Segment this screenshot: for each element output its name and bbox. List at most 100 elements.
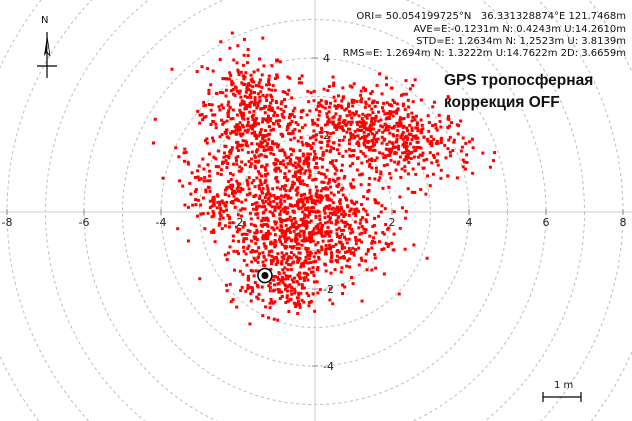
gps-point <box>312 260 316 264</box>
gps-point <box>253 133 257 137</box>
gps-point <box>217 105 221 109</box>
gps-point <box>314 210 318 214</box>
gps-point <box>351 100 355 104</box>
gps-point <box>405 126 409 130</box>
gps-point <box>225 200 229 204</box>
gps-point <box>265 163 269 167</box>
gps-point <box>349 231 353 235</box>
gps-point <box>257 81 261 85</box>
gps-point <box>414 134 418 138</box>
gps-point <box>368 125 372 129</box>
gps-point <box>328 287 332 291</box>
gps-point <box>294 304 298 308</box>
gps-point <box>259 142 263 146</box>
gps-point <box>291 180 295 184</box>
gps-point <box>278 212 282 216</box>
gps-point <box>227 156 231 160</box>
gps-point <box>208 152 212 156</box>
gps-point <box>340 219 344 223</box>
gps-point <box>267 253 271 257</box>
gps-point <box>379 124 383 128</box>
gps-point <box>231 239 235 243</box>
gps-point <box>284 301 288 305</box>
gps-point <box>325 115 329 119</box>
gps-point <box>312 232 316 236</box>
gps-point <box>243 107 247 111</box>
gps-point <box>349 136 353 140</box>
gps-point <box>415 145 419 149</box>
gps-point <box>465 153 469 157</box>
gps-point <box>343 108 347 112</box>
gps-point <box>393 160 397 164</box>
gps-point <box>306 89 310 93</box>
gps-point <box>350 186 354 190</box>
gps-point <box>402 145 406 149</box>
gps-point <box>355 200 359 204</box>
gps-point <box>259 230 263 234</box>
gps-point <box>241 225 245 229</box>
gps-point <box>309 299 313 303</box>
gps-point <box>262 242 266 246</box>
gps-point <box>274 76 278 80</box>
gps-point <box>267 250 271 254</box>
gps-point <box>253 281 257 285</box>
gps-point <box>287 116 291 120</box>
gps-point <box>420 123 424 127</box>
gps-point <box>359 218 363 222</box>
gps-point <box>270 88 274 92</box>
gps-point <box>429 135 433 139</box>
gps-point <box>338 201 342 205</box>
gps-point <box>230 146 234 150</box>
gps-point <box>334 166 338 170</box>
gps-point <box>406 129 410 133</box>
gps-point <box>208 199 212 203</box>
gps-point <box>426 137 430 141</box>
gps-point <box>402 124 406 128</box>
gps-point <box>261 201 265 205</box>
gps-point <box>356 140 360 144</box>
gps-point <box>471 171 475 175</box>
gps-point <box>298 302 302 306</box>
gps-point <box>302 278 306 282</box>
gps-point <box>346 104 350 108</box>
gps-point <box>292 253 296 257</box>
gps-point <box>331 206 335 210</box>
gps-point <box>311 205 315 209</box>
gps-point <box>352 136 356 140</box>
gps-point <box>210 204 214 208</box>
gps-point <box>260 164 264 168</box>
gps-point <box>295 187 299 191</box>
gps-point <box>326 220 330 224</box>
gps-point <box>446 95 450 99</box>
x-tick-label: 8 <box>620 216 627 229</box>
gps-point <box>269 147 273 151</box>
gps-point <box>304 246 308 250</box>
gps-point <box>306 152 310 156</box>
gps-point <box>284 274 288 278</box>
gps-point <box>264 83 268 87</box>
gps-point <box>252 103 256 107</box>
gps-point <box>283 208 287 212</box>
gps-point <box>279 200 283 204</box>
gps-point <box>206 67 210 71</box>
gps-point <box>302 216 306 220</box>
gps-point <box>319 103 323 107</box>
gps-point <box>235 179 239 183</box>
gps-point <box>245 87 249 91</box>
gps-point <box>249 89 253 93</box>
gps-point <box>370 132 374 136</box>
gps-point <box>261 120 265 124</box>
gps-point <box>410 190 414 194</box>
gps-point <box>266 142 270 146</box>
gps-point <box>427 129 431 133</box>
gps-point <box>234 159 238 163</box>
gps-point <box>446 126 450 130</box>
gps-point <box>384 155 388 159</box>
gps-point <box>449 121 453 125</box>
gps-point <box>334 222 338 226</box>
gps-point <box>246 228 250 232</box>
gps-point <box>267 77 271 81</box>
gps-point <box>310 234 314 238</box>
